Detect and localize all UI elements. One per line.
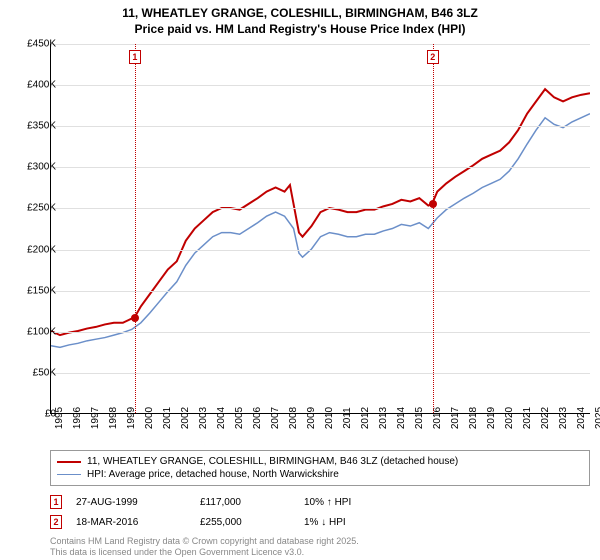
marker-vline [135,44,136,413]
x-axis-label: 2005 [234,407,245,429]
marker-box: 1 [129,50,141,64]
x-axis-label: 2023 [558,407,569,429]
legend-swatch [57,461,81,463]
x-axis-label: 1998 [108,407,119,429]
gridline [51,44,590,45]
x-axis-label: 2000 [144,407,155,429]
x-axis-label: 2003 [198,407,209,429]
x-axis-label: 2008 [288,407,299,429]
x-axis-label: 2007 [270,407,281,429]
x-axis-label: 2021 [522,407,533,429]
gridline [51,250,590,251]
x-axis-label: 2022 [540,407,551,429]
y-axis-label: £50K [33,367,56,378]
y-axis-label: £200K [27,244,56,255]
attribution-line-2: This data is licensed under the Open Gov… [50,547,304,557]
x-axis-label: 2017 [450,407,461,429]
title-line-1: 11, WHEATLEY GRANGE, COLESHILL, BIRMINGH… [122,6,478,20]
x-axis-label: 2009 [306,407,317,429]
x-axis-label: 2024 [576,407,587,429]
legend-label: HPI: Average price, detached house, Nort… [87,469,339,480]
x-axis-label: 2025 [594,407,600,429]
marker-dot [131,314,139,322]
title-line-2: Price paid vs. HM Land Registry's House … [135,22,466,36]
chart-container: 11, WHEATLEY GRANGE, COLESHILL, BIRMINGH… [0,0,600,560]
chart-lines-svg [51,44,590,413]
legend-item-hpi: HPI: Average price, detached house, Nort… [57,468,583,481]
x-axis-label: 2012 [360,407,371,429]
series-line-hpi [51,114,590,348]
y-axis-label: £100K [27,326,56,337]
marker-badge: 1 [50,495,62,509]
gridline [51,126,590,127]
gridline [51,332,590,333]
x-axis-label: 1997 [90,407,101,429]
y-axis-label: £300K [27,162,56,173]
x-axis-label: 2002 [180,407,191,429]
y-axis-label: £450K [27,39,56,50]
marker-box: 2 [427,50,439,64]
marker-pct: 10% ↑ HPI [304,497,394,508]
gridline [51,291,590,292]
x-axis-label: 2004 [216,407,227,429]
marker-price: £117,000 [200,497,290,508]
chart-legend: 11, WHEATLEY GRANGE, COLESHILL, BIRMINGH… [50,450,590,486]
marker-vline [433,44,434,413]
attribution-text: Contains HM Land Registry data © Crown c… [50,536,359,558]
x-axis-label: 2013 [378,407,389,429]
gridline [51,373,590,374]
legend-swatch [57,474,81,476]
x-axis-label: 2006 [252,407,263,429]
x-axis-label: 2001 [162,407,173,429]
x-axis-label: 1996 [72,407,83,429]
y-axis-label: £0 [45,409,56,420]
gridline [51,85,590,86]
marker-row-2: 2 18-MAR-2016 £255,000 1% ↓ HPI [50,512,590,532]
chart-title: 11, WHEATLEY GRANGE, COLESHILL, BIRMINGH… [0,0,600,37]
x-axis-label: 2020 [504,407,515,429]
y-axis-label: £350K [27,121,56,132]
x-axis-label: 2019 [486,407,497,429]
marker-date: 18-MAR-2016 [76,517,186,528]
marker-date: 27-AUG-1999 [76,497,186,508]
y-axis-label: £150K [27,285,56,296]
marker-badge: 2 [50,515,62,529]
marker-details: 1 27-AUG-1999 £117,000 10% ↑ HPI 2 18-MA… [50,492,590,532]
gridline [51,208,590,209]
x-axis-label: 2018 [468,407,479,429]
x-axis-label: 2011 [342,407,353,429]
marker-dot [429,200,437,208]
marker-pct: 1% ↓ HPI [304,517,394,528]
legend-item-price-paid: 11, WHEATLEY GRANGE, COLESHILL, BIRMINGH… [57,455,583,468]
y-axis-label: £400K [27,80,56,91]
legend-label: 11, WHEATLEY GRANGE, COLESHILL, BIRMINGH… [87,456,458,467]
y-axis-label: £250K [27,203,56,214]
x-axis-label: 2010 [324,407,335,429]
attribution-line-1: Contains HM Land Registry data © Crown c… [50,536,359,546]
marker-price: £255,000 [200,517,290,528]
marker-row-1: 1 27-AUG-1999 £117,000 10% ↑ HPI [50,492,590,512]
chart-plot-area: 1995199619971998199920002001200220032004… [50,44,590,414]
gridline [51,167,590,168]
x-axis-label: 2015 [414,407,425,429]
x-axis-label: 2014 [396,407,407,429]
